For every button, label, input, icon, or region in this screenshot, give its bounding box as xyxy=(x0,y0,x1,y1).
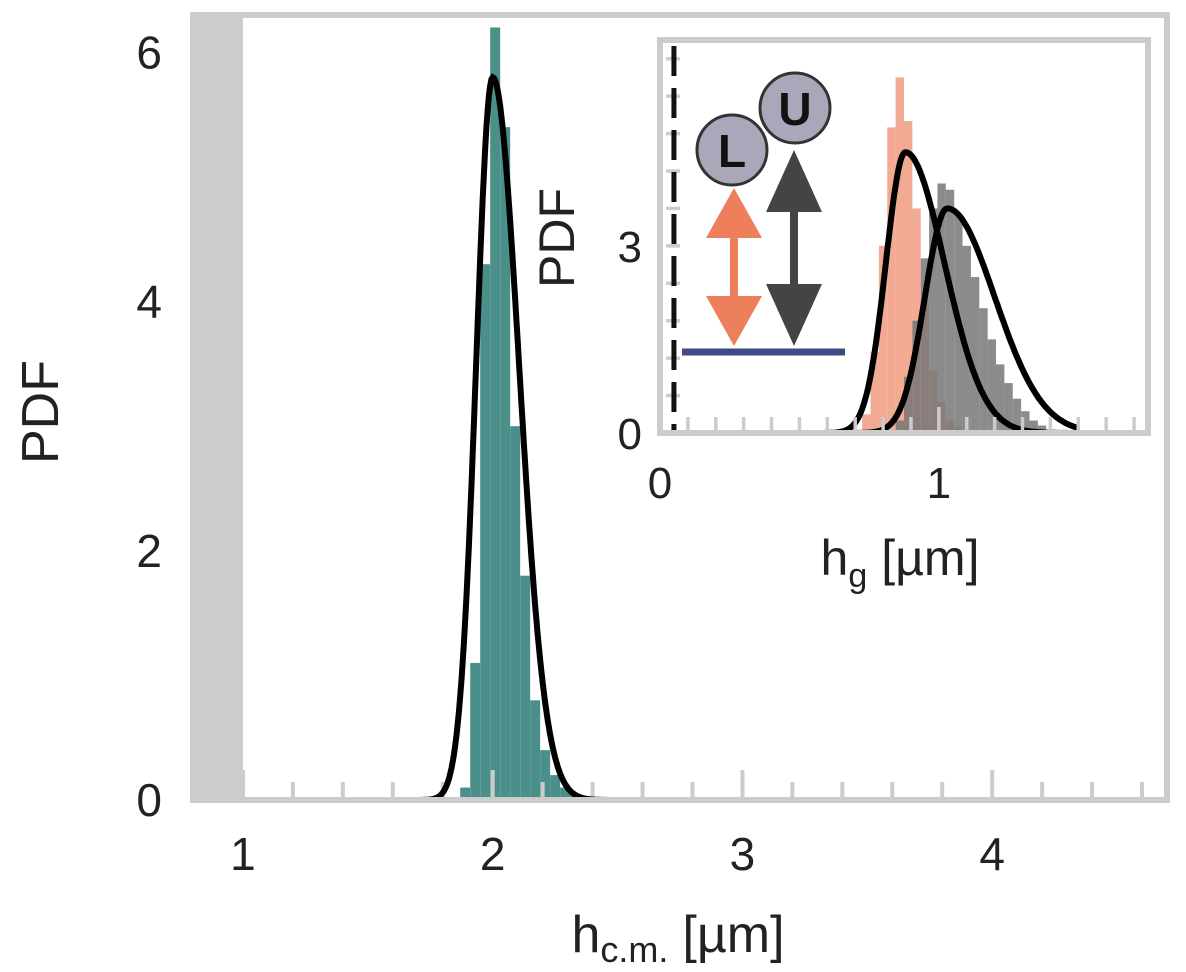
main-frame xyxy=(190,12,1170,803)
upper-bead-arrow xyxy=(766,150,822,346)
main-hist-bar-4 xyxy=(500,127,511,800)
main-histogram xyxy=(460,27,581,800)
inset-hist-bar-1-16 xyxy=(1029,420,1038,433)
bead-U xyxy=(758,71,832,145)
main-hist-bar-6 xyxy=(520,575,531,800)
inset-hist-bar-1-13 xyxy=(1004,383,1013,433)
main-x-axis-label-symbol: h xyxy=(571,906,600,964)
inset-x-axis-label-symbol: h xyxy=(821,530,849,586)
inset-hist-bar-0-3 xyxy=(887,127,896,433)
main-x-tick-labels: 1 2 3 4 xyxy=(230,828,1005,880)
main-hist-bar-5 xyxy=(510,426,521,800)
main-x-axis-label-subscript: c.m. xyxy=(600,929,668,970)
inset-hist-bar-1-2 xyxy=(912,320,921,433)
inset-hist-bar-1-9 xyxy=(970,277,980,433)
inset-hist-bar-1-3 xyxy=(920,258,930,433)
main-x-tick-label-2: 3 xyxy=(730,828,756,880)
inset-x-tick-label-0: 0 xyxy=(648,459,672,508)
main-y-tick-label-2: 4 xyxy=(136,276,162,328)
inset-y-tick-label-1: 3 xyxy=(618,223,642,272)
inset-hist-bar-0-1 xyxy=(870,351,879,433)
upper-bead-arrow-head-down xyxy=(766,284,822,346)
inset-hist-bar-0-4 xyxy=(895,77,904,433)
main-hist-bar-7 xyxy=(530,700,541,800)
inset-hist-bar-1-11 xyxy=(987,339,997,433)
inset-hist-bar-0-2 xyxy=(878,245,888,433)
main-minor-ticks xyxy=(240,770,1145,800)
inset-hist-bar-1-8 xyxy=(962,245,971,433)
main-hist-bar-2 xyxy=(480,264,491,800)
inset-hist-bar-1-17 xyxy=(1037,425,1047,433)
main-y-tick-label-3: 6 xyxy=(136,26,162,78)
inset-hist-bar-1-14 xyxy=(1012,398,1022,433)
inset-y-tick-labels: 03 xyxy=(618,223,642,459)
inset-hist-bar-1-4 xyxy=(929,208,938,433)
main-hist-bar-9 xyxy=(550,775,561,800)
inset-frame xyxy=(657,37,1151,436)
lower-bead-arrow-head-down xyxy=(706,296,762,346)
inset-hist-bar-1-5 xyxy=(937,183,946,433)
main-y-tick-labels: 0 2 4 6 xyxy=(136,26,162,826)
main-x-tick-label-3: 4 xyxy=(979,828,1005,880)
inset-hist-bar-1-0 xyxy=(895,420,904,433)
lower-bead-arrow xyxy=(706,188,762,346)
inset-x-axis-label: hg [µm] xyxy=(821,530,980,595)
bead-U-label: U xyxy=(778,83,811,135)
main-hist-bar-8 xyxy=(540,750,551,800)
inset-hist-bar-1-10 xyxy=(979,308,988,433)
lower-bead-arrow-head-up xyxy=(706,188,762,238)
main-hist-bar-0 xyxy=(460,787,471,800)
inset-hist-bar-1-12 xyxy=(996,364,1005,433)
main-hist-bar-1 xyxy=(470,662,481,800)
bead-L xyxy=(695,113,769,187)
main-y-tick-label-1: 2 xyxy=(136,525,162,577)
inset-hist-bar-1-6 xyxy=(945,189,955,433)
upper-bead-arrow-head-up xyxy=(766,150,822,212)
bead-schematic: L U xyxy=(682,71,845,356)
main-x-axis-label: hc.m. [µm] xyxy=(571,906,784,970)
inset-y-tick-label-0: 0 xyxy=(618,410,642,459)
main-x-tick-label-1: 2 xyxy=(480,828,506,880)
inset-hist-bar-0-0 xyxy=(862,414,871,433)
main-x-tick-label-0: 1 xyxy=(230,828,256,880)
main-hist-bar-3 xyxy=(490,27,501,800)
main-y-tick-label-0: 0 xyxy=(136,774,162,826)
main-excluded-region xyxy=(193,15,243,800)
inset-x-tick-label-1: 1 xyxy=(927,459,951,508)
bead-L-label: L xyxy=(718,125,746,177)
main-y-axis-label: PDF xyxy=(12,360,70,464)
inset-y-axis-label: PDF xyxy=(529,188,585,288)
inset-hist-bar-1-15 xyxy=(1021,411,1030,433)
inset-hist-bar-1-1 xyxy=(904,376,913,433)
inset-x-axis-label-subscript: g xyxy=(848,557,867,595)
main-hist-bar-10 xyxy=(560,787,571,800)
inset-hist-bar-0-5 xyxy=(904,121,913,433)
main-x-axis-label-unit: [µm] xyxy=(682,906,784,964)
inset-x-axis-label-unit: [µm] xyxy=(881,530,979,586)
